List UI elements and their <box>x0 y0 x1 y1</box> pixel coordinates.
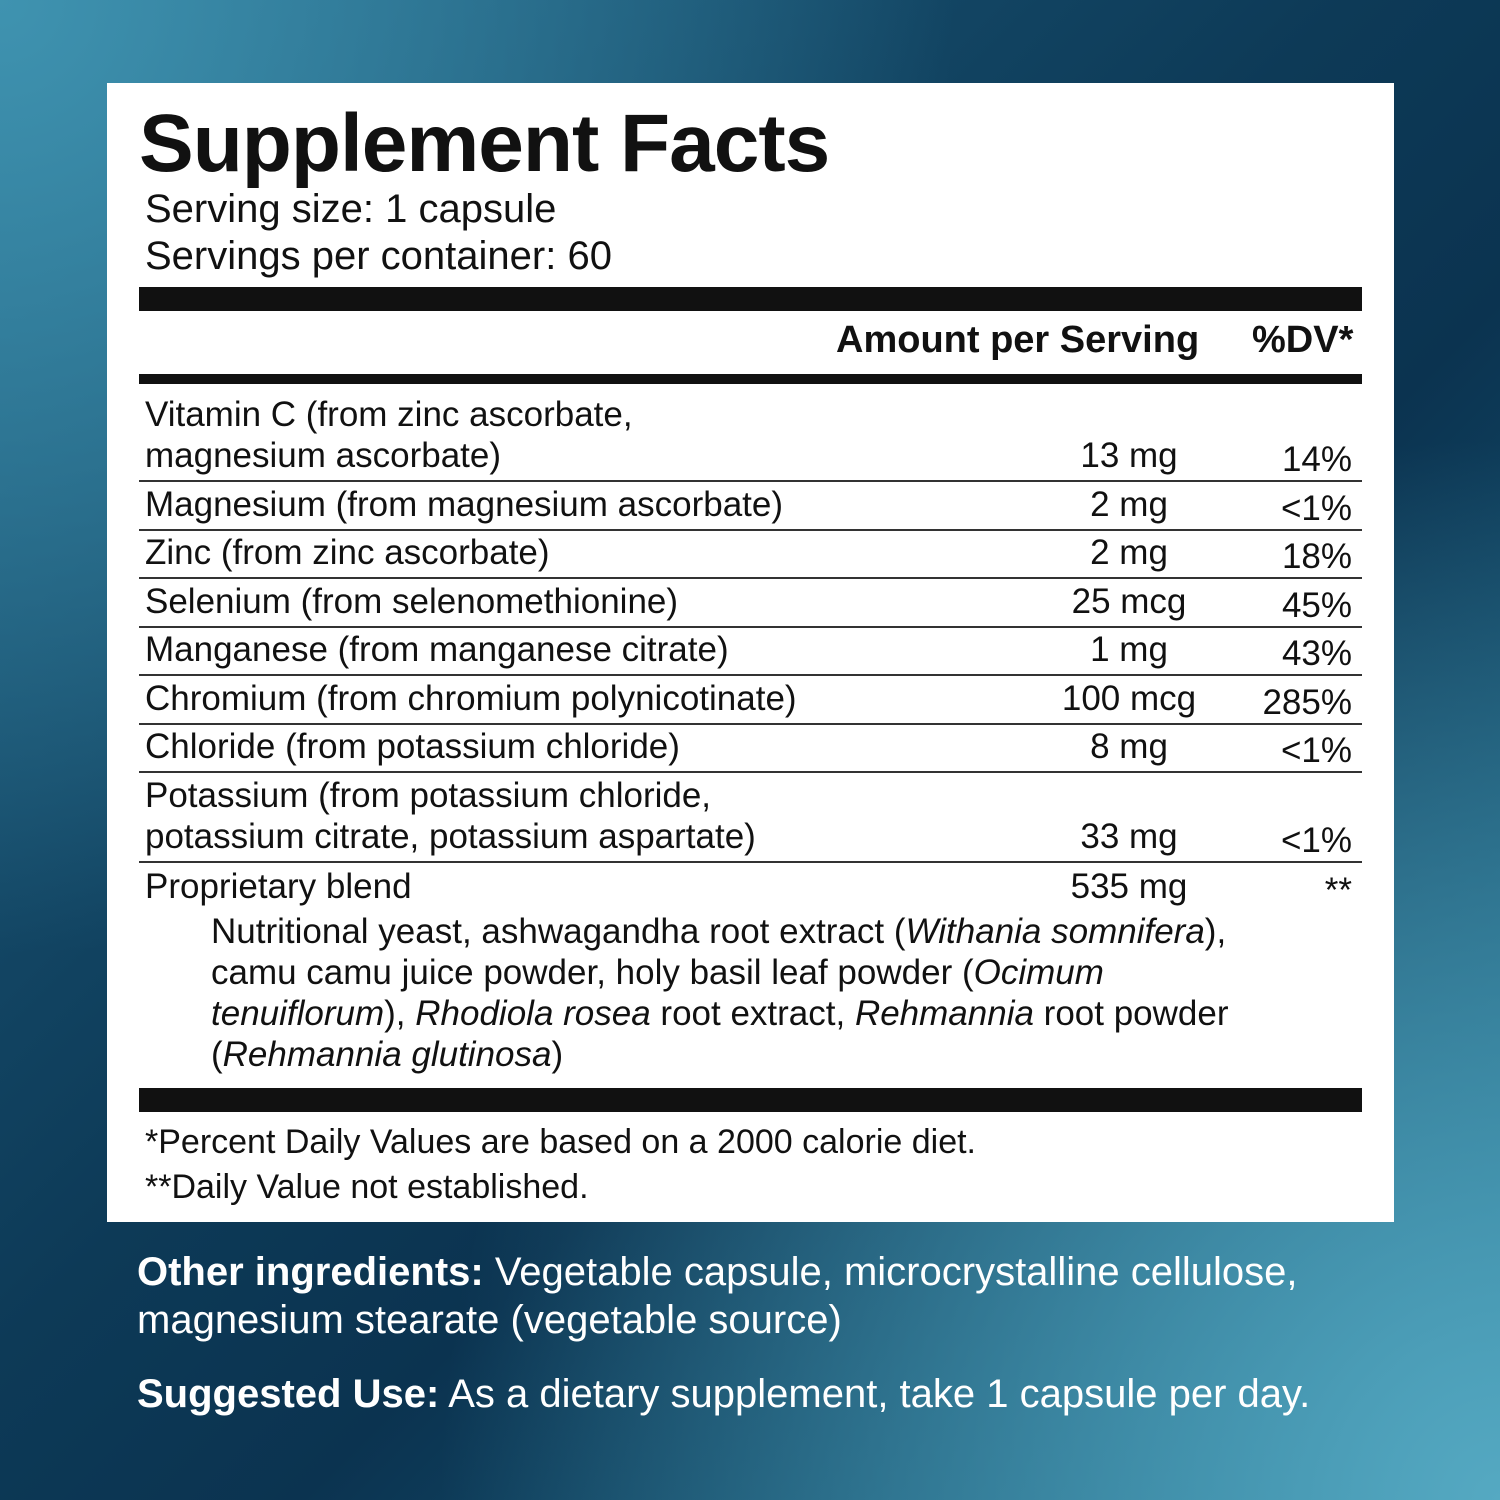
nutrient-amount: 2 mg <box>1090 485 1168 524</box>
panel-title: Supplement Facts <box>139 98 830 189</box>
nutrient-row: Manganese (from manganese citrate) 1 mg 43… <box>139 628 1362 676</box>
nutrient-dv: <1% <box>1280 489 1352 528</box>
nutrient-dv: 14% <box>1281 440 1352 479</box>
supplement-facts-panel: Supplement Facts Serving size: 1 capsule… <box>107 83 1394 1222</box>
amount-header: Amount per Serving <box>836 319 1200 361</box>
nutrient-name: magnesium ascorbate) <box>145 436 501 475</box>
nutrient-row: Magnesium (from magnesium ascorbate) 2 mg… <box>139 482 1362 531</box>
nutrient-amount: 8 mg <box>1090 727 1168 766</box>
footnote-not-established: **Daily Value not established. <box>145 1168 589 1206</box>
nutrient-row: Zinc (from zinc ascorbate) 2 mg 18% <box>139 531 1362 579</box>
servings-per-container: Servings per container: 60 <box>145 234 612 278</box>
nutrient-amount: 2 mg <box>1090 533 1168 572</box>
nutrient-dv: 18% <box>1281 537 1352 576</box>
footnote-dv: *Percent Daily Values are based on a 200… <box>145 1123 976 1161</box>
nutrient-dv: 45% <box>1281 586 1352 625</box>
nutrient-name: Vitamin C (from zinc ascorbate, <box>145 395 633 434</box>
blend-name: Proprietary blend <box>145 867 412 906</box>
blend-amount: 535 mg <box>1070 867 1188 906</box>
suggested-use: Suggested Use: As a dietary supplement, … <box>137 1372 1311 1416</box>
nutrient-row: Potassium (from potassium chloride, potas… <box>139 773 1362 863</box>
other-ingredients: Other ingredients: Vegetable capsule, mi… <box>137 1250 1298 1342</box>
nutrient-dv: <1% <box>1280 731 1352 770</box>
nutrient-amount: 100 mcg <box>1061 679 1197 718</box>
blend-row: Proprietary blend 535 mg ** <box>139 863 1362 911</box>
nutrient-name: Potassium (from potassium chloride, <box>145 776 712 815</box>
serving-size: Serving size: 1 capsule <box>145 187 557 231</box>
nutrient-amount: 25 mcg <box>1071 582 1187 621</box>
blend-dv: ** <box>1324 871 1352 910</box>
nutrient-name: Zinc (from zinc ascorbate) <box>145 533 550 572</box>
nutrient-row: Vitamin C (from zinc ascorbate, magnesium… <box>139 384 1362 482</box>
nutrient-amount: 33 mg <box>1080 817 1178 856</box>
nutrient-amount: 13 mg <box>1080 436 1178 475</box>
nutrient-row: Selenium (from selenomethionine) 25 mcg 45… <box>139 579 1362 628</box>
divider-thick <box>139 1088 1362 1112</box>
divider-medium <box>139 374 1362 384</box>
nutrient-row: Chromium (from chromium polynicotinate) 1… <box>139 676 1362 725</box>
nutrient-dv: <1% <box>1280 821 1352 860</box>
nutrient-name: Manganese (from manganese citrate) <box>145 630 729 669</box>
nutrient-row: Chloride (from potassium chloride) 8 mg <1… <box>139 725 1362 773</box>
nutrient-name: Magnesium (from magnesium ascorbate) <box>145 485 784 524</box>
nutrient-name: potassium citrate, potassium aspartate) <box>145 817 756 856</box>
divider-thick <box>139 287 1362 311</box>
nutrient-name: Chromium (from chromium polynicotinate) <box>145 679 797 718</box>
nutrient-dv: 43% <box>1281 634 1352 673</box>
nutrient-name: Selenium (from selenomethionine) <box>145 582 679 621</box>
blend-ingredients: Nutritional yeast, ashwagandha root extr… <box>211 912 1229 1074</box>
dv-header: %DV* <box>1252 319 1354 361</box>
nutrient-amount: 1 mg <box>1090 630 1168 669</box>
nutrient-dv: 285% <box>1262 683 1352 722</box>
nutrient-name: Chloride (from potassium chloride) <box>145 727 680 766</box>
